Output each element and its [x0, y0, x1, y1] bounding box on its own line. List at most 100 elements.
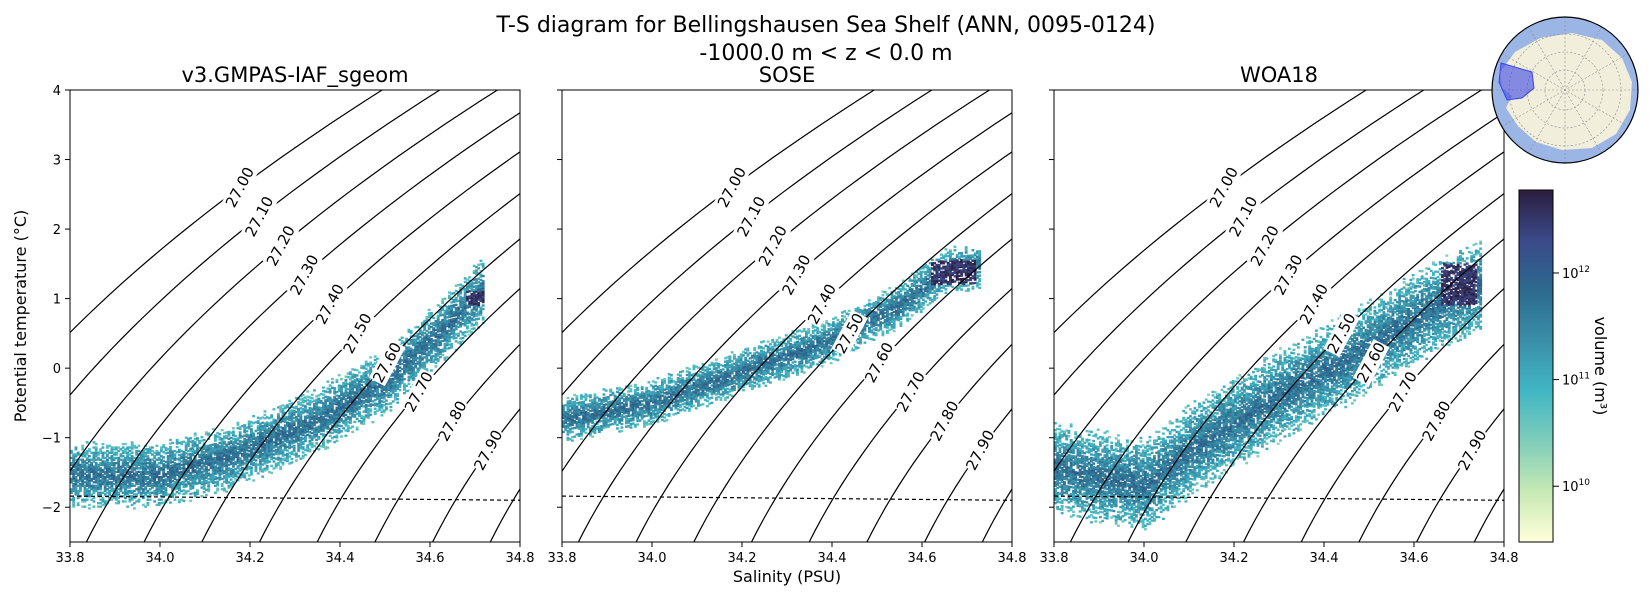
heatmap-cell	[661, 394, 664, 397]
heatmap-cell	[70, 470, 73, 474]
heatmap-cell	[175, 473, 179, 476]
heatmap-cell	[124, 484, 127, 487]
heatmap-cell	[371, 382, 375, 386]
heatmap-cell	[196, 464, 199, 468]
heatmap-cell	[196, 473, 199, 476]
heatmap-cell	[454, 307, 458, 310]
heatmap-cell	[481, 262, 485, 265]
heatmap-cell	[593, 409, 597, 412]
heatmap-cell	[358, 402, 361, 405]
heatmap-cell	[636, 388, 640, 391]
heatmap-cell	[362, 419, 366, 422]
heatmap-cell	[360, 394, 364, 397]
heatmap-cell	[425, 338, 429, 341]
heatmap-cell	[423, 356, 427, 359]
heatmap-cell	[665, 386, 669, 389]
heatmap-cell	[575, 409, 579, 412]
heatmap-cell	[600, 425, 604, 428]
heatmap-cell	[247, 465, 251, 468]
density-contour	[258, 238, 520, 542]
heatmap-cell	[423, 345, 427, 349]
heatmap-cell	[103, 463, 107, 467]
heatmap-cell	[582, 423, 586, 426]
heatmap-cell	[358, 419, 361, 423]
heatmap-cell	[117, 462, 121, 465]
heatmap-cell	[367, 404, 370, 407]
heatmap-cell	[108, 491, 112, 494]
heatmap-cell	[99, 470, 103, 474]
heatmap-cell	[573, 404, 577, 407]
heatmap-cell	[162, 473, 166, 476]
heatmap-cell	[326, 441, 330, 444]
heatmap-cell	[277, 406, 280, 409]
heatmap-cell	[146, 448, 150, 451]
heatmap-cell	[196, 461, 199, 464]
heatmap-cell	[225, 479, 229, 483]
heatmap-cell	[214, 435, 217, 439]
heatmap-cell	[344, 389, 348, 392]
heatmap-cell	[283, 419, 287, 422]
heatmap-cell	[412, 359, 415, 362]
heatmap-cell	[182, 470, 186, 473]
heatmap-cell	[346, 415, 350, 419]
heatmap-cell	[216, 431, 220, 435]
heatmap-cell	[220, 456, 224, 460]
heatmap-cell	[324, 418, 328, 421]
heatmap-cell	[611, 393, 615, 396]
heatmap-cell	[649, 406, 653, 410]
heatmap-cell	[160, 460, 163, 463]
heatmap-cell	[238, 443, 242, 446]
heatmap-cell	[229, 455, 233, 459]
heatmap-cell	[218, 469, 222, 472]
heatmap-cell	[292, 430, 296, 434]
heatmap-cell	[645, 409, 649, 412]
heatmap-cell	[625, 399, 628, 402]
heatmap-cell	[261, 449, 265, 452]
heatmap-cell	[593, 402, 597, 405]
heatmap-cell	[254, 467, 258, 471]
heatmap-cell	[566, 417, 570, 421]
heatmap-cell	[398, 382, 402, 385]
heatmap-cell	[452, 323, 456, 326]
axes-frame	[69, 89, 521, 543]
heatmap-cell	[272, 441, 276, 444]
heatmap-cell	[412, 335, 415, 338]
heatmap-cell	[207, 481, 211, 484]
heatmap-cell	[101, 468, 105, 472]
heatmap-cell	[205, 493, 208, 497]
heatmap-cell	[591, 430, 595, 433]
heatmap-cell	[119, 470, 123, 474]
heatmap-cell	[261, 458, 265, 461]
heatmap-cell	[214, 446, 217, 449]
heatmap-cell	[126, 448, 130, 451]
heatmap-cell	[472, 269, 476, 273]
heatmap-cell	[169, 454, 172, 457]
heatmap-cell	[409, 359, 413, 363]
heatmap-cell	[110, 468, 114, 472]
heatmap-cell	[463, 331, 467, 334]
heatmap-cell	[602, 398, 606, 401]
heatmap-cell	[299, 410, 303, 413]
heatmap-cell	[274, 438, 278, 441]
heatmap-cell	[295, 431, 298, 434]
heatmap-cell	[319, 415, 323, 418]
heatmap-cell	[387, 378, 391, 381]
heatmap-cell	[351, 375, 355, 378]
heatmap-cell	[355, 369, 359, 372]
heatmap-cell	[468, 286, 472, 289]
heatmap-cell	[133, 462, 136, 465]
heatmap-cell	[304, 408, 307, 411]
heatmap-cell	[362, 394, 366, 398]
heatmap-cell	[647, 389, 651, 393]
heatmap-cell	[169, 473, 172, 476]
heatmap-cell	[663, 412, 667, 416]
heatmap-cell	[658, 405, 662, 409]
heatmap-cell	[79, 486, 82, 489]
heatmap-cell	[324, 446, 328, 449]
heatmap-cell	[250, 454, 253, 457]
heatmap-cell	[479, 275, 483, 278]
heatmap-cell	[268, 450, 271, 453]
heatmap-cell	[412, 354, 415, 357]
heatmap-cell	[211, 478, 215, 481]
heatmap-cell	[216, 487, 220, 490]
